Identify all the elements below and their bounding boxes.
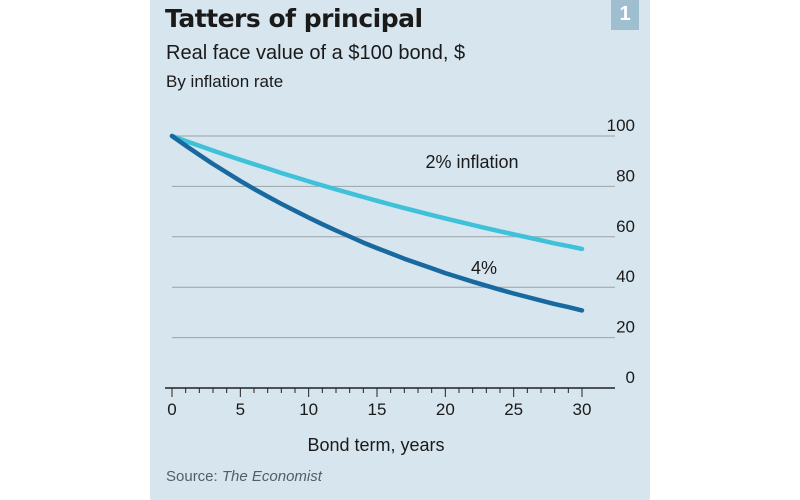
chart-title: Tatters of principal — [165, 4, 423, 33]
chart-panel — [150, 0, 650, 500]
series-label-4pct: 4% — [471, 258, 497, 278]
x-tick-label-10: 10 — [299, 400, 318, 419]
series-line-4pct — [169, 133, 585, 313]
series-label-2pct-inflation: 2% inflation — [425, 152, 518, 172]
y-tick-labels: 0 20 40 60 80 100 — [607, 116, 635, 387]
y-tick-label-100: 100 — [607, 116, 635, 135]
chart-subtitle: Real face value of a $100 bond, $ — [166, 42, 466, 64]
x-tick-labels: 0 5 10 15 20 25 30 — [167, 400, 591, 419]
y-tick-label-40: 40 — [616, 267, 635, 286]
line-chart: 0 20 40 60 80 100 0 5 10 15 20 25 30 2% inflation 4… — [165, 116, 635, 455]
x-tick-label-15: 15 — [368, 400, 387, 419]
chart-number-badge: 1 — [611, 0, 639, 30]
source-name: The Economist — [221, 468, 322, 485]
gridlines — [172, 135, 615, 339]
x-tick-label-20: 20 — [436, 400, 455, 419]
series-line-2pct-inflation — [169, 133, 585, 252]
x-axis — [165, 387, 615, 397]
y-tick-label-60: 60 — [616, 217, 635, 236]
x-tick-label-0: 0 — [167, 400, 176, 419]
series-lines — [169, 133, 585, 313]
x-tick-label-30: 30 — [573, 400, 592, 419]
x-axis-title: Bond term, years — [307, 435, 444, 455]
x-tick-label-5: 5 — [236, 400, 245, 419]
source-note: Source: The Economist — [166, 468, 322, 485]
x-tick-label-25: 25 — [504, 400, 523, 419]
y-tick-label-80: 80 — [616, 166, 635, 185]
y-tick-label-20: 20 — [616, 318, 635, 337]
chart-note: By inflation rate — [166, 72, 284, 91]
source-prefix: Source: — [166, 468, 222, 485]
y-tick-label-0: 0 — [626, 368, 635, 387]
